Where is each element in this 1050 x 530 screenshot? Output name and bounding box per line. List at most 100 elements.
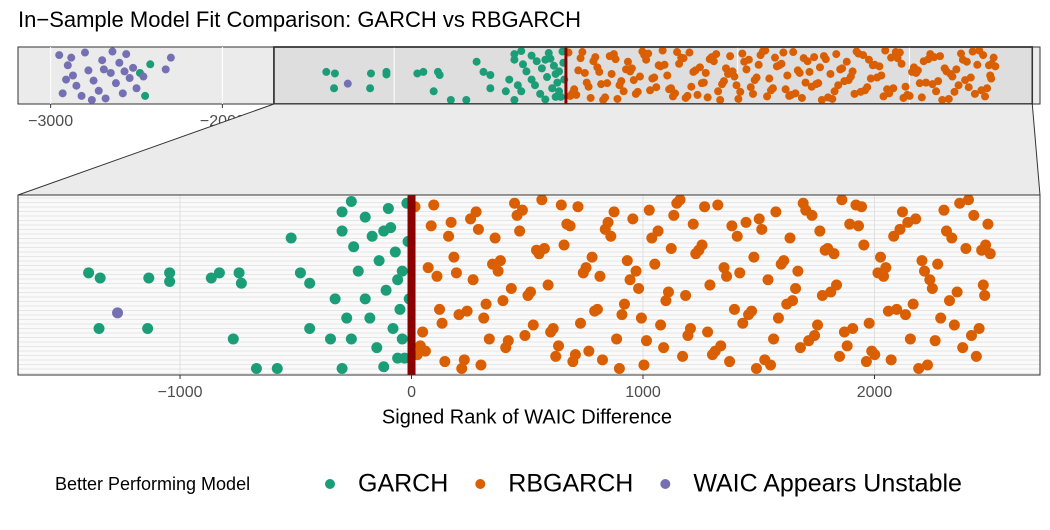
- point: [878, 270, 890, 282]
- point: [115, 58, 124, 67]
- point: [675, 59, 684, 68]
- point: [611, 55, 620, 64]
- point: [875, 251, 887, 263]
- point: [815, 63, 824, 72]
- point: [304, 323, 316, 334]
- point: [812, 319, 824, 331]
- point: [950, 87, 959, 96]
- point: [341, 312, 353, 324]
- point: [536, 195, 548, 206]
- point: [681, 93, 690, 102]
- x-tick-label: 2000: [857, 384, 893, 401]
- point: [616, 309, 628, 321]
- point: [545, 326, 557, 338]
- point: [108, 47, 117, 56]
- point: [572, 201, 584, 213]
- point: [517, 87, 526, 96]
- point: [825, 286, 837, 298]
- point: [882, 305, 894, 317]
- point: [235, 277, 247, 289]
- point: [489, 232, 501, 244]
- point: [164, 276, 176, 288]
- point: [553, 340, 565, 352]
- point: [336, 206, 348, 218]
- point: [737, 317, 749, 329]
- point: [907, 298, 919, 310]
- point: [527, 319, 539, 331]
- point: [932, 87, 941, 96]
- point: [900, 309, 912, 321]
- point: [619, 87, 628, 96]
- point: [943, 295, 955, 307]
- point: [638, 359, 650, 371]
- point: [122, 50, 131, 59]
- point: [658, 342, 670, 354]
- point: [750, 363, 762, 375]
- point: [790, 282, 802, 294]
- point: [558, 239, 570, 251]
- point: [699, 201, 711, 213]
- point: [94, 272, 106, 284]
- point: [792, 265, 804, 277]
- point: [366, 230, 378, 242]
- point: [979, 51, 988, 60]
- point: [635, 312, 647, 324]
- point: [392, 274, 404, 286]
- point: [775, 258, 787, 270]
- point: [640, 335, 652, 347]
- point: [431, 270, 443, 282]
- point: [754, 60, 763, 69]
- x-tick-label: −3000: [28, 113, 73, 130]
- point: [77, 91, 86, 100]
- point: [896, 206, 908, 218]
- point: [414, 340, 426, 352]
- point: [801, 78, 810, 87]
- point: [954, 197, 966, 209]
- point: [509, 197, 521, 209]
- point: [682, 329, 694, 341]
- point: [605, 230, 617, 242]
- point: [111, 79, 120, 88]
- point: [624, 274, 636, 286]
- point: [722, 64, 731, 73]
- point: [663, 71, 672, 80]
- point: [893, 54, 902, 63]
- point: [748, 89, 757, 98]
- point: [918, 265, 930, 277]
- point: [486, 70, 495, 79]
- point: [668, 92, 677, 101]
- point: [763, 92, 772, 101]
- point: [797, 197, 809, 209]
- point: [553, 78, 562, 87]
- point: [721, 270, 733, 282]
- point: [94, 86, 103, 95]
- point: [389, 246, 401, 258]
- point: [561, 218, 573, 230]
- point: [731, 230, 743, 242]
- point: [483, 333, 495, 345]
- point: [55, 51, 64, 60]
- point: [352, 265, 364, 277]
- point: [382, 70, 391, 79]
- point: [67, 53, 76, 62]
- point: [665, 242, 677, 254]
- point: [589, 305, 601, 317]
- point: [304, 277, 316, 289]
- point: [364, 312, 376, 324]
- point: [623, 57, 632, 66]
- point: [926, 282, 938, 294]
- point: [591, 53, 600, 62]
- point: [613, 363, 625, 375]
- point: [101, 94, 110, 103]
- point: [665, 85, 674, 94]
- point: [748, 251, 760, 263]
- point: [966, 73, 975, 82]
- point: [582, 78, 591, 87]
- point: [492, 265, 504, 277]
- point: [932, 258, 944, 270]
- point: [633, 282, 645, 294]
- point: [887, 53, 896, 62]
- point: [446, 95, 455, 104]
- point: [677, 53, 686, 62]
